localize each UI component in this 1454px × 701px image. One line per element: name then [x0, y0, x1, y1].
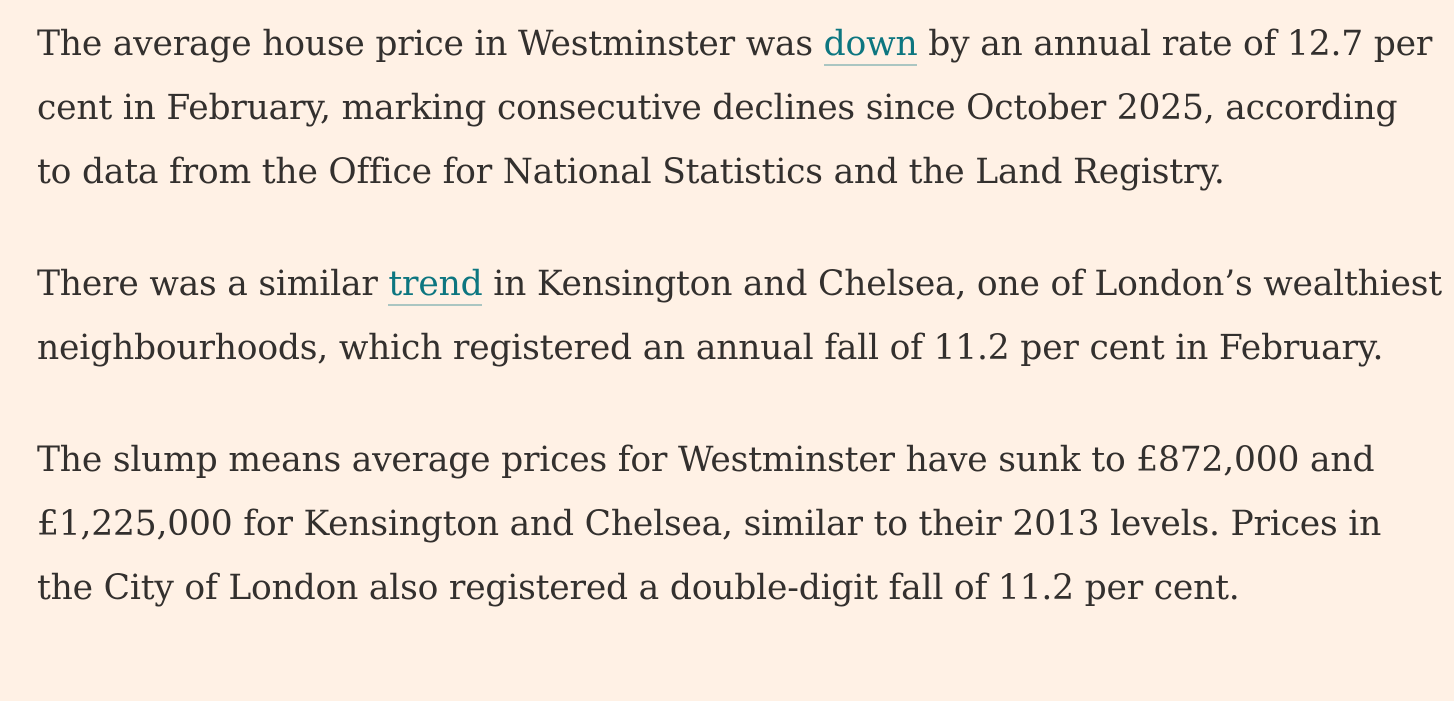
paragraph-text: by an annual rate of 12.7 per cent in Fe…: [37, 24, 1433, 192]
paragraph-text: in Kensington and Chelsea, one of London…: [37, 264, 1442, 368]
paragraph-kensington-trend: There was a similar trend in Kensington …: [37, 252, 1442, 380]
paragraph-price-slump: The slump means average prices for Westm…: [37, 440, 1382, 608]
paragraph-westminster-decline: The average house price in Westminster w…: [37, 12, 1442, 204]
link-trend[interactable]: trend: [388, 264, 483, 306]
article-body: The average house price in Westminster w…: [37, 12, 1442, 620]
paragraph-text: There was a similar: [37, 264, 389, 304]
link-down[interactable]: down: [823, 24, 918, 66]
paragraph-text: The average house price in Westminster w…: [37, 24, 824, 64]
